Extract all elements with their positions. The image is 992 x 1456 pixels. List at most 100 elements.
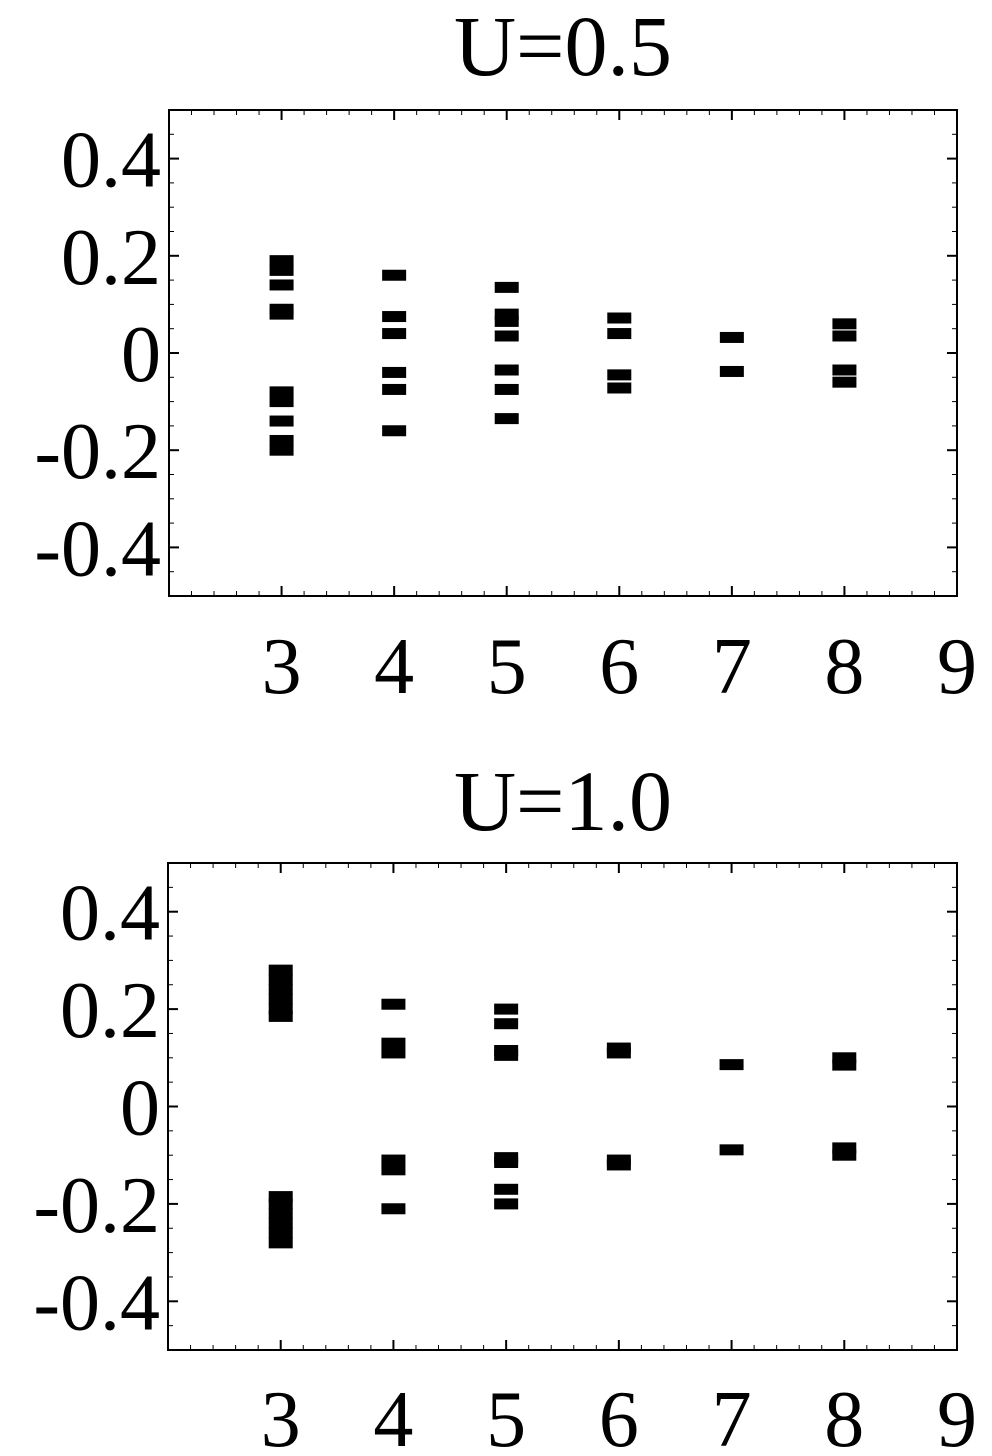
- data-point: [832, 330, 857, 342]
- data-point: [607, 328, 632, 340]
- x-tick-label: 4: [373, 1376, 413, 1456]
- data-point: [832, 1052, 857, 1064]
- data-point: [269, 255, 294, 267]
- data-point: [268, 1227, 293, 1239]
- data-point: [269, 308, 294, 320]
- data-point: [268, 1208, 293, 1220]
- data-point: [269, 444, 294, 456]
- data-point: [269, 434, 294, 446]
- data-point: [269, 386, 294, 398]
- data-marks: [268, 964, 857, 1249]
- x-tick-label: 5: [486, 1376, 526, 1456]
- data-marks: [269, 255, 857, 456]
- data-point: [269, 279, 294, 291]
- data-point: [382, 425, 407, 437]
- plot-frame: [168, 109, 958, 597]
- axis-ticks: [168, 109, 958, 597]
- panel-title: U=0.5: [454, 0, 672, 94]
- data-point: [832, 1059, 857, 1071]
- data-point: [606, 1047, 631, 1059]
- x-tick-label: 8: [824, 1376, 864, 1456]
- x-tick-label: 9: [937, 623, 977, 711]
- data-point: [494, 383, 519, 395]
- data-point: [268, 1217, 293, 1229]
- panel-u05: U=0.5 3 4 5 6 7 8 9 0.4 0.2 0 -0.2 -0.4: [34, 0, 977, 711]
- x-tick-label: 8: [824, 623, 864, 711]
- data-point: [494, 1003, 519, 1015]
- data-point: [382, 328, 407, 340]
- data-point: [268, 993, 293, 1005]
- data-point: [381, 1164, 406, 1176]
- data-point: [494, 281, 519, 293]
- x-tick-label: 9: [937, 1376, 977, 1456]
- data-point: [832, 364, 857, 376]
- panel-title: U=1.0: [454, 753, 672, 849]
- data-point: [832, 318, 857, 330]
- y-tick-label: 0.4: [60, 870, 160, 958]
- data-point: [268, 1198, 293, 1210]
- y-tick-label: 0.2: [60, 967, 160, 1055]
- data-point: [268, 1191, 293, 1203]
- x-tick-label: 7: [712, 1376, 752, 1456]
- data-point: [719, 1059, 744, 1071]
- x-tick-label: 5: [487, 623, 527, 711]
- data-point: [832, 1142, 857, 1154]
- data-point: [268, 1010, 293, 1022]
- data-point: [381, 1154, 406, 1166]
- y-tick-label: -0.4: [34, 505, 161, 593]
- tick-labels: 3 4 5 6 7 8 9 0.4 0.2 0 -0.2 -0.4: [34, 117, 977, 711]
- y-tick-label: -0.2: [34, 408, 161, 496]
- data-point: [269, 264, 294, 276]
- data-point: [719, 331, 744, 343]
- data-point: [382, 366, 407, 378]
- data-point: [494, 1157, 519, 1169]
- x-tick-label: 3: [262, 623, 302, 711]
- data-point: [494, 330, 519, 342]
- y-tick-label: -0.2: [33, 1162, 160, 1250]
- data-point: [381, 1037, 406, 1049]
- data-point: [381, 1047, 406, 1059]
- data-point: [494, 1183, 519, 1195]
- data-point: [268, 974, 293, 986]
- data-point: [832, 376, 857, 388]
- data-point: [606, 1159, 631, 1171]
- x-tick-label: 3: [261, 1376, 301, 1456]
- tick-labels: 3 4 5 6 7 8 9 0.4 0.2 0 -0.2 -0.4: [33, 870, 977, 1456]
- y-tick-label: -0.4: [33, 1259, 160, 1347]
- data-point: [382, 311, 407, 323]
- data-point: [494, 1018, 519, 1030]
- axis-ticks: [167, 862, 958, 1351]
- plot-frame: [167, 862, 958, 1351]
- y-tick-label: 0.4: [61, 117, 161, 205]
- data-point: [268, 1003, 293, 1015]
- data-point: [381, 1203, 406, 1215]
- y-tick-label: 0.2: [61, 214, 161, 302]
- data-point: [494, 308, 519, 320]
- data-point: [832, 1149, 857, 1161]
- x-tick-label: 4: [374, 623, 414, 711]
- data-point: [607, 312, 632, 324]
- panel-u10: U=1.0 3 4 5 6 7 8 9 0.4 0.2 0 -0.2 -0.4: [33, 753, 977, 1456]
- data-point: [607, 382, 632, 394]
- x-tick-label: 6: [599, 623, 639, 711]
- x-tick-label: 7: [712, 623, 752, 711]
- data-point: [269, 415, 294, 427]
- data-point: [268, 984, 293, 996]
- y-tick-label: 0: [120, 1065, 160, 1153]
- x-tick-label: 6: [599, 1376, 639, 1456]
- y-tick-label: 0: [121, 311, 161, 399]
- data-point: [268, 964, 293, 976]
- data-point: [494, 364, 519, 376]
- data-point: [382, 269, 407, 281]
- data-point: [494, 1049, 519, 1061]
- data-point: [719, 365, 744, 377]
- data-point: [494, 413, 519, 425]
- data-point: [719, 1144, 744, 1156]
- data-point: [607, 369, 632, 381]
- data-point: [268, 1237, 293, 1249]
- data-point: [494, 1198, 519, 1210]
- data-point: [381, 998, 406, 1010]
- data-point: [382, 383, 407, 395]
- data-point: [269, 396, 294, 408]
